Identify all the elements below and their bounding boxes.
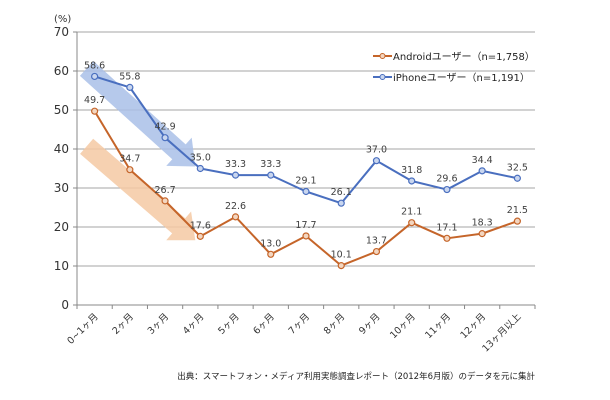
data-point: [196, 232, 204, 240]
data-point: [91, 107, 99, 115]
x-tick-label: 12ヶ月: [459, 311, 489, 341]
data-point: [513, 217, 521, 225]
series-android: 49.7 34.7 26.7 17.6 22.6 13.0 17.7 10.1 13.7 21.1…: [84, 95, 528, 270]
data-point: [267, 171, 275, 179]
data-label: 18.3: [472, 218, 493, 229]
x-tick-label: 0~1ヶ月: [65, 311, 100, 346]
data-point: [231, 213, 240, 221]
x-tick-label: 6ヶ月: [251, 311, 276, 336]
data-point: [231, 171, 240, 179]
data-point: [408, 177, 416, 185]
x-tick-label: 11ヶ月: [423, 311, 453, 341]
legend-iphone-marker: [379, 74, 386, 80]
x-tick-label: 5ヶ月: [216, 311, 241, 336]
legend-android-marker: [379, 53, 386, 59]
data-point: [302, 232, 310, 240]
x-tick-label: 9ヶ月: [357, 311, 382, 336]
axes: [76, 32, 535, 306]
y-tick-label: 0: [61, 298, 69, 312]
data-point: [161, 134, 169, 142]
series-lines: 49.7 34.7 26.7 17.6 22.6 13.0 17.7 10.1 13.7 21.1…: [84, 60, 528, 270]
data-label: 10.1: [331, 250, 352, 261]
data-label: 17.6: [190, 220, 211, 231]
data-point: [443, 185, 451, 194]
data-label: 22.6: [225, 201, 246, 212]
data-label: 21.5: [507, 205, 528, 216]
legend-item-android: Androidユーザー（n=1,758）: [373, 51, 535, 63]
data-point: [161, 197, 169, 205]
data-label: 17.1: [436, 222, 457, 233]
data-point: [267, 250, 275, 258]
series-iphone: 58.6 55.8 42.9 35.0 33.3 33.3 29.1 26.1 37.0 31.8…: [84, 60, 528, 207]
legend-android-label: Androidユーザー（n=1,758）: [393, 51, 535, 63]
y-tick-label: 20: [54, 220, 69, 234]
trend-arrow-android: [80, 138, 196, 241]
data-label: 55.8: [119, 71, 140, 82]
data-label: 29.6: [436, 174, 457, 185]
y-axis-ticks: 0 10 20 30 40 50 60 70: [54, 25, 77, 312]
data-label: 31.8: [401, 165, 422, 176]
data-label: 29.1: [295, 176, 316, 187]
x-tick-label: 10ヶ月: [388, 311, 418, 341]
x-axis-ticks: 0~1ヶ月 2ヶ月 3ヶ月 4ヶ月 5ヶ月 6ヶ月 7ヶ月 8ヶ月 9ヶ月 10ヶ月 11ヶ月 12ヶ…: [65, 305, 536, 355]
data-label: 32.5: [507, 162, 528, 173]
y-tick-label: 40: [54, 142, 69, 156]
y-tick-label: 70: [54, 25, 69, 39]
data-label: 35.0: [190, 153, 211, 164]
data-label: 34.7: [119, 154, 140, 165]
data-label: 49.7: [84, 95, 105, 106]
data-point: [372, 157, 381, 165]
x-tick-label: 3ヶ月: [146, 311, 171, 336]
data-label: 33.3: [225, 159, 246, 170]
data-point: [372, 247, 381, 256]
data-point: [478, 167, 486, 175]
y-tick-label: 60: [54, 64, 69, 78]
legend: Androidユーザー（n=1,758） iPhoneユーザー（n=1,191）: [373, 51, 535, 84]
data-point: [408, 219, 416, 227]
data-label: 13.7: [366, 236, 387, 247]
data-point: [513, 174, 521, 182]
data-label: 21.1: [401, 207, 422, 218]
data-label: 26.7: [154, 185, 175, 196]
data-label: 42.9: [154, 122, 175, 133]
legend-iphone-label: iPhoneユーザー（n=1,191）: [393, 72, 530, 84]
y-axis-unit-label: (%): [54, 14, 71, 25]
data-label: 58.6: [84, 60, 105, 71]
x-tick-label: 4ヶ月: [181, 311, 206, 336]
data-label: 13.0: [260, 238, 281, 249]
source-note: 出典：スマートフォン・メディア利用実態調査レポート（2012年6月版）のデータを…: [177, 371, 535, 382]
data-label: 34.4: [472, 155, 493, 166]
data-point: [443, 234, 451, 242]
x-tick-label: 2ヶ月: [110, 311, 135, 336]
data-label: 33.3: [260, 159, 281, 170]
data-point: [126, 83, 134, 91]
data-label: 17.7: [295, 220, 316, 231]
y-tick-label: 30: [54, 181, 69, 195]
data-label: 26.1: [331, 187, 352, 198]
legend-item-iphone: iPhoneユーザー（n=1,191）: [373, 72, 530, 84]
data-label: 37.0: [366, 145, 387, 156]
data-point: [196, 164, 204, 173]
data-point: [478, 230, 486, 238]
data-point: [302, 187, 310, 196]
x-tick-label: 13ヶ月以上: [480, 311, 524, 355]
y-tick-label: 10: [54, 259, 69, 273]
data-point: [91, 72, 99, 81]
data-point: [126, 166, 134, 174]
y-tick-label: 50: [54, 103, 69, 117]
x-tick-label: 8ヶ月: [322, 311, 347, 336]
x-tick-label: 7ヶ月: [287, 311, 312, 336]
data-point: [337, 262, 345, 270]
data-point: [337, 199, 345, 207]
